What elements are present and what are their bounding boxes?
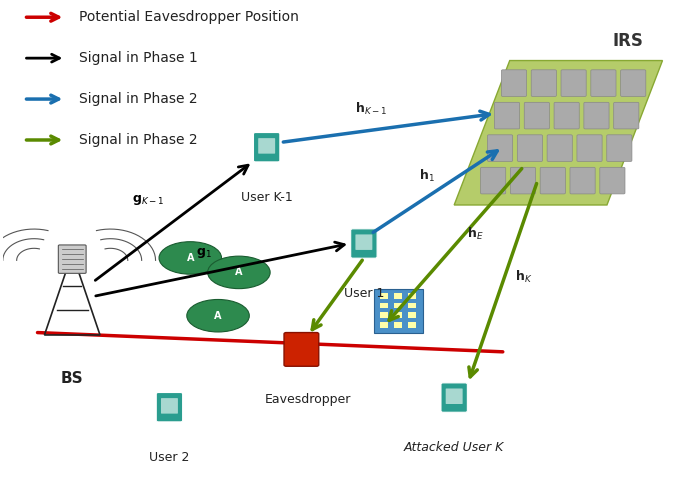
Text: User 1: User 1 bbox=[344, 287, 384, 300]
Ellipse shape bbox=[187, 300, 249, 332]
FancyBboxPatch shape bbox=[374, 289, 423, 333]
FancyBboxPatch shape bbox=[356, 234, 372, 250]
FancyBboxPatch shape bbox=[577, 135, 602, 161]
Text: Eavesdropper: Eavesdropper bbox=[265, 393, 351, 406]
FancyBboxPatch shape bbox=[441, 383, 468, 412]
Text: BS: BS bbox=[61, 371, 83, 386]
FancyBboxPatch shape bbox=[393, 322, 402, 328]
Text: $\mathbf{g}_1$: $\mathbf{g}_1$ bbox=[196, 246, 212, 260]
FancyBboxPatch shape bbox=[380, 322, 389, 328]
FancyBboxPatch shape bbox=[547, 135, 573, 161]
Text: User K-1: User K-1 bbox=[241, 190, 293, 204]
FancyBboxPatch shape bbox=[407, 303, 416, 308]
FancyBboxPatch shape bbox=[407, 293, 416, 299]
Text: User 2: User 2 bbox=[149, 450, 190, 464]
FancyBboxPatch shape bbox=[561, 70, 586, 96]
Text: A: A bbox=[214, 311, 222, 321]
FancyBboxPatch shape bbox=[161, 398, 178, 413]
FancyBboxPatch shape bbox=[494, 102, 519, 129]
Text: Signal in Phase 1: Signal in Phase 1 bbox=[79, 51, 198, 65]
FancyBboxPatch shape bbox=[531, 70, 556, 96]
FancyBboxPatch shape bbox=[607, 135, 632, 161]
Polygon shape bbox=[454, 60, 662, 205]
Text: $\mathbf{h}_1$: $\mathbf{h}_1$ bbox=[419, 168, 434, 184]
FancyBboxPatch shape bbox=[621, 70, 646, 96]
FancyBboxPatch shape bbox=[393, 293, 402, 299]
Text: $\mathbf{h}_E$: $\mathbf{h}_E$ bbox=[467, 226, 483, 242]
Text: IRS: IRS bbox=[612, 32, 643, 50]
FancyBboxPatch shape bbox=[481, 168, 505, 194]
FancyBboxPatch shape bbox=[487, 135, 512, 161]
Text: $\mathbf{h}_K$: $\mathbf{h}_K$ bbox=[515, 269, 532, 285]
FancyBboxPatch shape bbox=[540, 168, 566, 194]
FancyBboxPatch shape bbox=[380, 312, 389, 318]
FancyBboxPatch shape bbox=[156, 393, 183, 422]
Text: Potential Eavesdropper Position: Potential Eavesdropper Position bbox=[79, 10, 299, 24]
FancyBboxPatch shape bbox=[600, 168, 625, 194]
FancyBboxPatch shape bbox=[380, 303, 389, 308]
FancyBboxPatch shape bbox=[570, 168, 595, 194]
FancyBboxPatch shape bbox=[407, 312, 416, 318]
FancyBboxPatch shape bbox=[524, 102, 550, 129]
FancyBboxPatch shape bbox=[351, 229, 377, 258]
FancyBboxPatch shape bbox=[510, 168, 536, 194]
Ellipse shape bbox=[208, 256, 270, 289]
FancyBboxPatch shape bbox=[517, 135, 542, 161]
Text: Attacked User K: Attacked User K bbox=[404, 441, 505, 454]
Text: A: A bbox=[186, 253, 194, 263]
Text: Signal in Phase 2: Signal in Phase 2 bbox=[79, 133, 198, 147]
Text: A: A bbox=[235, 267, 243, 278]
FancyBboxPatch shape bbox=[614, 102, 639, 129]
FancyBboxPatch shape bbox=[591, 70, 616, 96]
Text: $\mathbf{g}_{K-1}$: $\mathbf{g}_{K-1}$ bbox=[132, 193, 164, 207]
FancyBboxPatch shape bbox=[501, 70, 526, 96]
FancyBboxPatch shape bbox=[58, 245, 86, 273]
FancyBboxPatch shape bbox=[380, 293, 389, 299]
FancyBboxPatch shape bbox=[554, 102, 579, 129]
FancyBboxPatch shape bbox=[393, 312, 402, 318]
FancyBboxPatch shape bbox=[284, 333, 319, 366]
FancyBboxPatch shape bbox=[584, 102, 609, 129]
FancyBboxPatch shape bbox=[253, 132, 280, 162]
FancyBboxPatch shape bbox=[407, 322, 416, 328]
FancyBboxPatch shape bbox=[446, 389, 463, 404]
Ellipse shape bbox=[159, 242, 221, 274]
FancyBboxPatch shape bbox=[393, 303, 402, 308]
Text: Signal in Phase 2: Signal in Phase 2 bbox=[79, 92, 198, 106]
Text: $\mathbf{h}_{K-1}$: $\mathbf{h}_{K-1}$ bbox=[355, 101, 387, 117]
FancyBboxPatch shape bbox=[258, 138, 275, 154]
